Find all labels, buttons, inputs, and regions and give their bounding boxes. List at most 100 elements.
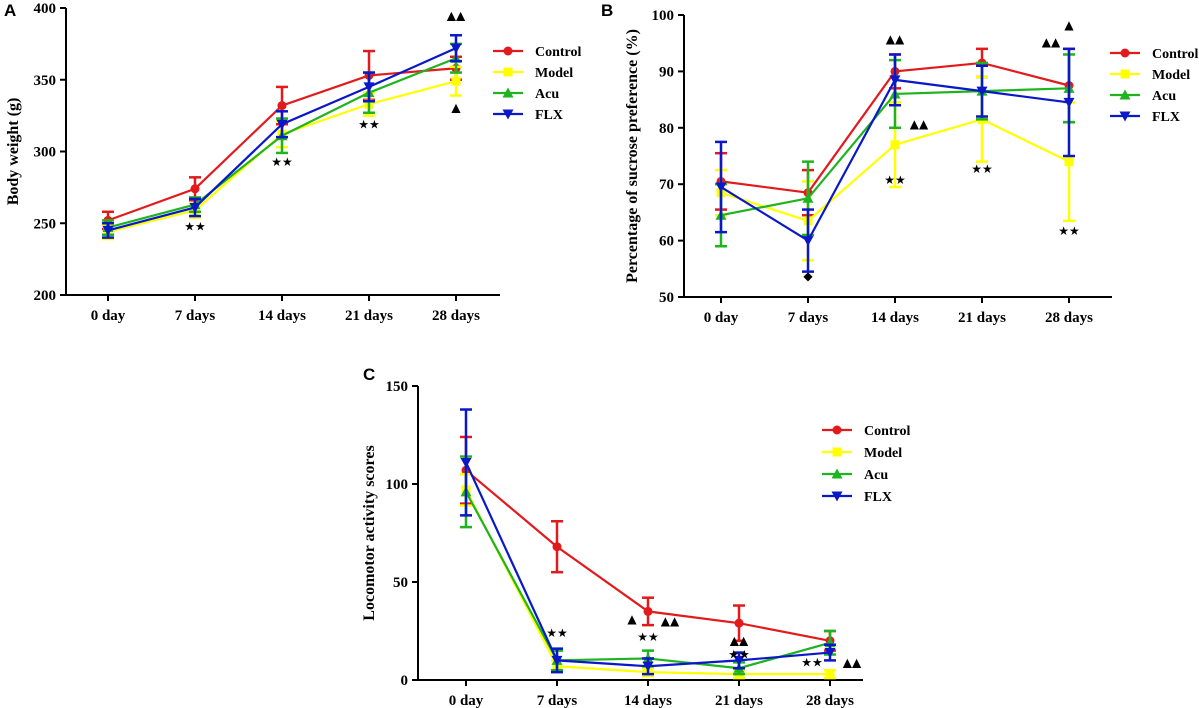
legend-label: Model [864,446,902,461]
legend-item-flx: FLX [822,490,892,505]
significance-marker: ★★ [728,647,750,661]
legend-marker-acu [831,468,843,479]
legend-marker-acu [1119,89,1131,100]
significance-marker: ▲▲ [843,655,862,669]
x-tick-label: 0 day [91,308,126,324]
y-tick-label: 80 [659,121,674,137]
legend-item-acu: Acu [822,468,888,483]
data-point-flx [102,225,114,236]
significance-marker: ▲▲ [661,614,680,628]
legend-item-flx: FLX [493,108,563,123]
significance-marker: ▲▲ [730,634,749,648]
significance-marker: ★★ [1058,224,1080,238]
y-tick-label: 150 [386,379,409,395]
legend-label: Control [535,45,582,60]
data-point-model [825,669,835,679]
y-tick-label: 90 [659,64,674,80]
data-point-flx [976,86,988,97]
x-tick-label: 0 day [704,310,739,326]
data-point-acu [802,192,814,203]
legend-marker-model [832,447,842,457]
legend-marker-flx [831,491,843,502]
legend-item-model: Model [822,446,902,461]
data-point-flx [460,457,472,468]
significance-marker: ★★ [271,155,293,169]
data-point-model [451,76,461,86]
significance-marker: ★★ [184,219,206,233]
legend-marker-flx [502,109,514,120]
x-tick-label: 28 days [806,693,854,708]
legend-label: Acu [864,468,888,483]
chart-panel-b: B 50 60 70 80 90 100 0 day 7 days 14 days 21 days 2… [601,1,1199,326]
data-point-flx [802,236,814,247]
data-point-flx [642,661,654,672]
series-flx [102,34,462,239]
y-tick-label: 100 [652,8,675,24]
panel-label-b: B [601,1,613,20]
y-tick-label: 60 [659,234,674,250]
legend-label: Control [864,424,911,439]
significance-marker: ▲▲ [1042,35,1061,49]
legend-item-acu: Acu [1110,89,1176,104]
data-point-flx [1063,97,1075,108]
legend-item-model: Model [1110,68,1190,83]
series-model [460,472,836,680]
chart-panel-a: A 200 250 300 350 400 0 day 7 days 14 days 21 day… [4,1,582,324]
data-point-flx [889,75,901,86]
y-tick-label: 50 [393,575,408,591]
significance-marker: ★★ [637,630,659,644]
data-point-control [277,101,287,111]
legend-marker-acu [502,87,514,98]
data-point-flx [189,202,201,213]
significance-marker: ▲ [451,100,461,114]
y-tick-label: 100 [386,477,409,493]
y-tick-label: 200 [34,288,57,304]
legend-label: Model [1152,68,1190,83]
data-point-flx [733,655,745,666]
panel-label-a: A [4,1,16,20]
legend-item-flx: FLX [1110,110,1180,125]
data-point-flx [715,182,727,193]
legend-marker-model [1120,69,1130,79]
legend-marker-control [503,46,513,56]
legend-label: FLX [864,490,892,505]
x-tick-label: 7 days [537,693,578,708]
x-tick-label: 14 days [624,693,672,708]
data-point-model [1064,157,1074,167]
data-point-flx [363,82,375,93]
legend-label: FLX [535,108,563,123]
significance-marker: ▲▲ [447,8,466,22]
x-tick-label: 21 days [715,693,763,708]
legend-item-model: Model [493,66,573,81]
x-tick-label: 14 days [871,310,919,326]
data-point-flx [824,648,836,659]
y-tick-label: 0 [401,673,409,689]
legend-item-control: Control [822,424,911,439]
x-tick-label: 28 days [432,308,480,324]
legend-label: Acu [1152,89,1176,104]
data-point-flx [450,43,462,54]
y-axis-label: Locomotor activity scores [361,445,378,620]
significance-marker: ▲ [627,612,637,626]
series-flx [715,47,1075,273]
chart-panel-c: C 0 50 100 150 0 day 7 days 14 days 21 days 28 da… [361,365,911,708]
data-point-flx [551,655,563,666]
x-tick-label: 7 days [175,308,216,324]
y-tick-label: 250 [34,216,57,232]
significance-marker: ★★ [546,626,568,640]
data-point-control [734,618,744,628]
y-axis-label: Body weight (g) [5,98,22,206]
legend-marker-flx [1119,111,1131,122]
y-tick-label: 400 [34,1,57,17]
legend: Control Model Acu FLX [1110,47,1199,125]
series-control [460,435,836,652]
y-tick-label: 300 [34,145,57,161]
x-tick-label: 21 days [345,308,393,324]
significance-marker: ★★ [801,655,823,669]
x-tick-label: 14 days [258,308,306,324]
y-tick-label: 50 [659,290,674,306]
legend-item-control: Control [493,45,582,60]
legend-marker-control [832,425,842,435]
data-point-model [890,140,900,150]
